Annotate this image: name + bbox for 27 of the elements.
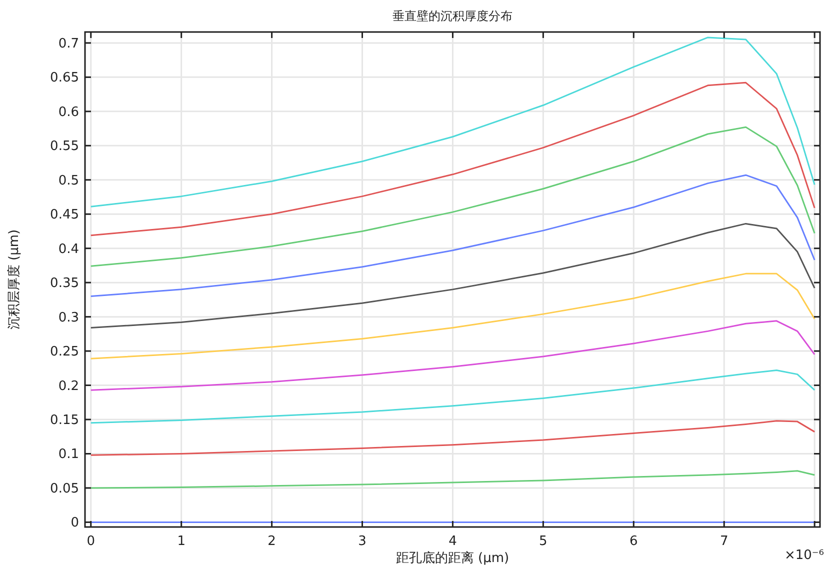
x-offset: ×10⁻⁶ xyxy=(784,548,824,563)
x-tick-label: 6 xyxy=(630,534,638,549)
x-axis-title: 距孔底的距离 (µm) xyxy=(396,550,510,566)
x-tick-label: 0 xyxy=(86,534,96,549)
y-tick-label: 0.5 xyxy=(58,173,79,188)
y-tick-label: 0.35 xyxy=(50,276,79,292)
x-tick-label: 4 xyxy=(448,534,457,549)
chart-title: 垂直壁的沉积厚度分布 xyxy=(392,9,512,23)
y-tick-label: 0.7 xyxy=(58,36,79,52)
y-axis-title: 沉积层厚度 (µm) xyxy=(6,229,22,330)
x-tick-label: 5 xyxy=(539,534,548,549)
y-tick-label: 0.2 xyxy=(58,378,79,394)
x-tick-label: 1 xyxy=(177,534,186,549)
y-tick-label: 0.65 xyxy=(50,70,79,86)
x-tick-label: 2 xyxy=(268,534,276,549)
y-tick-label: 0.4 xyxy=(58,242,79,257)
y-tick-label: 0.1 xyxy=(58,447,79,462)
y-tick-label: 0.25 xyxy=(50,344,79,360)
y-tick-label: 0.15 xyxy=(50,413,79,428)
x-tick-label: 3 xyxy=(358,534,366,549)
y-tick-label: 0.05 xyxy=(50,481,79,496)
y-tick-label: 0 xyxy=(70,516,79,531)
y-tick-label: 0.3 xyxy=(58,310,79,326)
y-tick-label: 0.6 xyxy=(58,104,79,120)
y-tick-label: 0.55 xyxy=(50,139,79,154)
y-tick-label: 0.45 xyxy=(50,208,79,223)
x-tick-label: 7 xyxy=(720,534,728,549)
